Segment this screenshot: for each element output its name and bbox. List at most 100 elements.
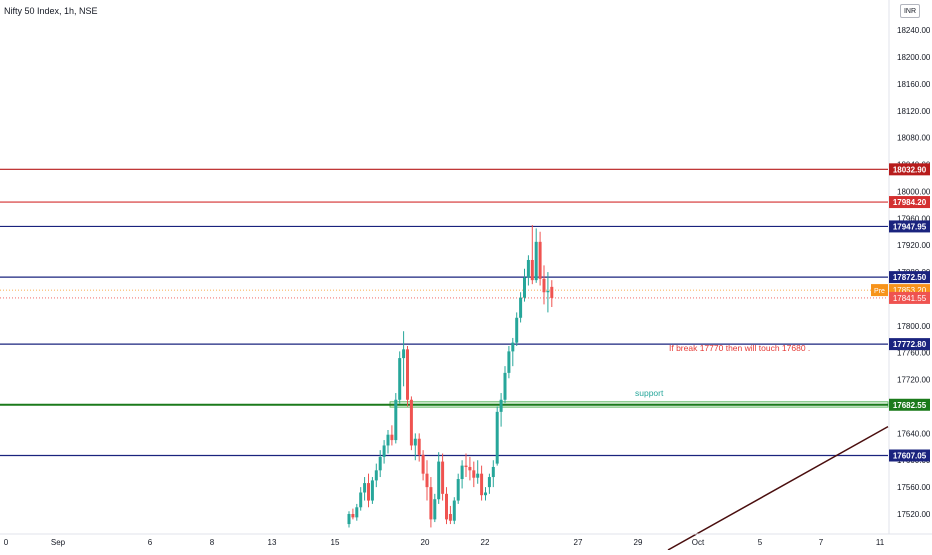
x-tick-label: 27 xyxy=(574,538,583,547)
candle-body xyxy=(507,351,511,373)
annotation-support: support xyxy=(635,388,664,398)
levels-layer xyxy=(0,168,889,551)
candle-body xyxy=(487,477,491,488)
level-price-label: 17607.05 xyxy=(893,452,927,461)
level-price-label: 17947.95 xyxy=(893,222,927,231)
annotation-text: If break 17770 then will touch 17680 . xyxy=(669,343,810,353)
candle-body xyxy=(476,473,480,478)
y-tick-label: 17920.00 xyxy=(897,241,931,250)
level-price-tag xyxy=(889,271,930,284)
candle-body xyxy=(433,499,437,520)
candle-body xyxy=(390,434,394,441)
candle-body xyxy=(448,514,452,521)
level-price-label: 17682.55 xyxy=(893,401,927,410)
x-tick-label: 22 xyxy=(481,538,490,547)
y-tick-label: 17800.00 xyxy=(897,322,931,331)
candle-body xyxy=(386,434,390,446)
y-tick-label: 18200.00 xyxy=(897,53,931,62)
candle-body xyxy=(441,461,445,494)
candle-body xyxy=(425,473,429,488)
y-tick-label: 17960.00 xyxy=(897,214,931,223)
x-tick-label: 8 xyxy=(210,538,215,547)
candle-body xyxy=(499,399,503,412)
candle-body xyxy=(347,514,351,525)
candle-body xyxy=(464,465,468,467)
x-tick-label: 15 xyxy=(331,538,340,547)
candle-body xyxy=(480,473,484,496)
level-price-tag xyxy=(889,196,930,209)
candle-body xyxy=(456,479,460,501)
y-tick-label: 18120.00 xyxy=(897,107,931,116)
level-price-tag xyxy=(889,220,930,233)
candle-body xyxy=(363,483,367,493)
level-price-tag xyxy=(889,338,930,351)
candle-body xyxy=(437,461,441,500)
candle-body xyxy=(519,297,523,318)
candle-body xyxy=(503,372,507,400)
level-price-label: 18032.90 xyxy=(893,165,927,174)
candle-body xyxy=(382,445,386,457)
price-tag-label: 17841.55 xyxy=(893,294,927,303)
level-price-label: 17984.20 xyxy=(893,198,927,207)
level-price-label: 17772.80 xyxy=(893,340,927,349)
candle-body xyxy=(484,492,487,496)
pre-market-label: Pre xyxy=(874,288,885,295)
y-tick-label: 17520.00 xyxy=(897,510,931,519)
candle-body xyxy=(355,507,359,518)
x-tick-label: 11 xyxy=(876,538,885,547)
candle-body xyxy=(491,466,495,478)
candle-body xyxy=(546,290,550,293)
x-tick-label: 13 xyxy=(268,538,277,547)
candle-body xyxy=(367,483,370,501)
x-tick-label: 29 xyxy=(634,538,643,547)
candle-body xyxy=(468,466,472,471)
candle-body xyxy=(417,438,421,455)
candle-body xyxy=(370,480,374,501)
candle-body xyxy=(460,465,464,480)
candle-body xyxy=(413,438,417,446)
candle-body xyxy=(472,470,476,478)
x-tick-label: 20 xyxy=(421,538,430,547)
y-tick-label: 17720.00 xyxy=(897,376,931,385)
candle-body xyxy=(406,349,409,400)
candle-body xyxy=(409,399,413,446)
candle-body xyxy=(534,241,538,281)
candle-body xyxy=(542,278,546,293)
candle-body xyxy=(394,399,398,441)
annotations-layer: If break 17770 then will touch 17680 . su… xyxy=(635,343,810,398)
candle-body xyxy=(402,349,406,359)
candle-body xyxy=(523,277,526,298)
y-tick-label: 18240.00 xyxy=(897,26,931,35)
candle-body xyxy=(511,342,515,352)
candle-body xyxy=(351,514,355,518)
candle-body xyxy=(538,241,542,279)
x-tick-label: Oct xyxy=(692,538,705,547)
level-price-tag xyxy=(889,449,930,462)
price-tag xyxy=(889,291,930,304)
trendline xyxy=(667,425,889,551)
x-tick-label: 5 xyxy=(758,538,763,547)
time-axis-layer: 0 Sep 6 8 13 15 20 22 27 29 Oct 5 7 11 xyxy=(0,533,932,547)
chart-title: Nifty 50 Index, 1h, NSE xyxy=(4,6,98,16)
candle-body xyxy=(359,492,363,508)
currency-button[interactable]: INR xyxy=(900,4,920,18)
x-tick-label: 0 xyxy=(4,538,9,547)
candle-body xyxy=(495,411,499,464)
y-tick-label: 17640.00 xyxy=(897,429,931,438)
level-price-tag xyxy=(889,398,930,411)
y-tick-label: 18000.00 xyxy=(897,187,931,196)
price-axis-layer: 17520.0017560.0017600.0017640.0017680.00… xyxy=(871,0,932,550)
price-tag-label: 17853.20 xyxy=(893,286,927,295)
candle-body xyxy=(526,259,530,278)
y-tick-label: 18080.00 xyxy=(897,134,931,143)
candle-body xyxy=(445,493,448,520)
candles-layer xyxy=(347,225,554,528)
y-tick-label: 18160.00 xyxy=(897,80,931,89)
candle-body xyxy=(550,286,554,298)
x-tick-label: Sep xyxy=(51,538,66,547)
level-price-label: 17872.50 xyxy=(893,273,927,282)
candle-body xyxy=(398,358,402,400)
candle-body xyxy=(421,454,425,474)
